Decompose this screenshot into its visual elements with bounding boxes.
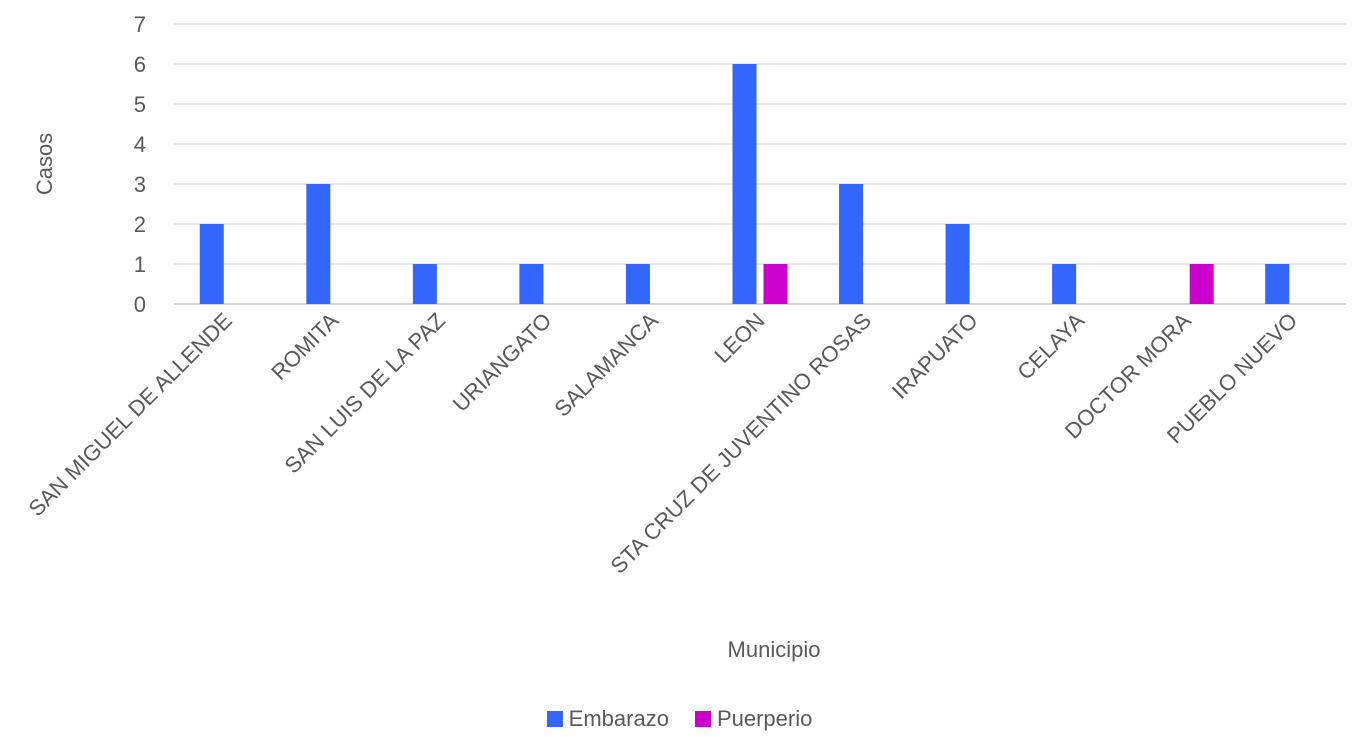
y-tick-label: 7 — [134, 12, 146, 37]
x-tick-label: CELAYA — [1012, 308, 1089, 385]
bar-embarazo — [839, 184, 864, 304]
bar-embarazo — [412, 264, 437, 304]
bar-embarazo — [306, 184, 331, 304]
y-tick-label: 6 — [134, 52, 146, 77]
chart-legend: Embarazo Puerperio — [0, 706, 1359, 732]
legend-label-puerperio: Puerperio — [716, 706, 813, 731]
y-tick-label: 5 — [134, 92, 146, 117]
x-tick-label: IRAPUATO — [887, 308, 983, 404]
legend-item-embarazo: Embarazo — [546, 706, 669, 732]
bar-embarazo — [625, 264, 650, 304]
legend-item-puerperio: Puerperio — [694, 706, 813, 732]
legend-swatch-embarazo — [546, 711, 563, 727]
bar-chart: 0 1 2 3 4 5 6 7 Casos SAN MIGUEL DE ALLENDE ROMITA… — [23, 12, 1346, 662]
y-tick-label: 1 — [134, 252, 146, 277]
x-axis-title: Municipio — [728, 637, 821, 662]
x-tick-label: SALAMANCA — [549, 308, 663, 422]
legend-swatch-puerperio — [694, 711, 711, 727]
bar-embarazo — [1052, 264, 1077, 304]
y-tick-label: 0 — [134, 292, 146, 317]
x-tick-label: LEON — [709, 308, 769, 368]
bar-puerperio — [763, 264, 788, 304]
y-tick-label: 4 — [134, 132, 146, 157]
bar-embarazo — [1265, 264, 1290, 304]
x-tick-label: URIANGATO — [448, 308, 557, 417]
x-tick-label: SAN MIGUEL DE ALLENDE — [23, 308, 236, 521]
y-tick-label: 3 — [134, 172, 146, 197]
y-tick-label: 2 — [134, 212, 146, 237]
bar-embarazo — [519, 264, 544, 304]
x-tick-label: ROMITA — [266, 308, 343, 385]
bar-embarazo — [945, 224, 970, 304]
y-axis-title: Casos — [32, 133, 57, 195]
bar-puerperio — [1189, 264, 1214, 304]
legend-label-embarazo: Embarazo — [568, 706, 669, 731]
bar-embarazo — [199, 224, 224, 304]
bar-embarazo — [732, 64, 757, 304]
